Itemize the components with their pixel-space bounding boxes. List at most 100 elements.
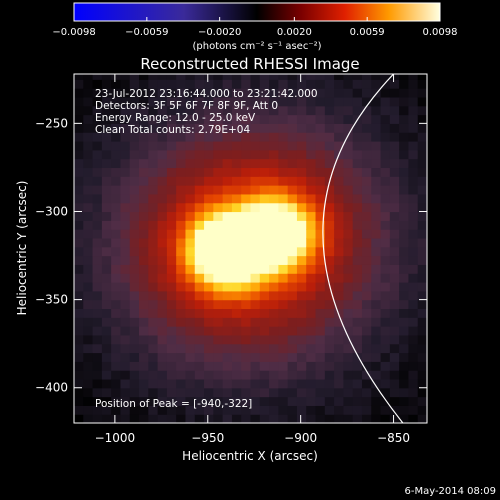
heatmap-cell	[129, 317, 140, 327]
heatmap-cell	[380, 264, 391, 274]
heatmap-cell	[278, 167, 289, 177]
heatmap-cell	[129, 281, 140, 292]
heatmap-cell	[259, 387, 270, 398]
heatmap-cell	[259, 220, 270, 230]
heatmap-cell	[417, 396, 427, 406]
heatmap-cell	[157, 281, 168, 292]
heatmap-cell	[408, 237, 419, 248]
heatmap-cell	[139, 114, 149, 124]
heatmap-cell	[166, 387, 177, 398]
heatmap-cell	[389, 387, 400, 398]
heatmap-cell	[296, 334, 307, 345]
heatmap-cell	[417, 237, 427, 248]
heatmap-cell	[157, 352, 168, 362]
heatmap-cell	[83, 229, 94, 239]
heatmap-cell	[120, 317, 131, 327]
heatmap-cell	[101, 211, 112, 221]
heatmap-cell	[166, 149, 177, 160]
heatmap-cell	[408, 79, 419, 89]
heatmap-cell	[250, 220, 261, 230]
heatmap-cell	[361, 176, 372, 186]
heatmap-cell	[166, 352, 177, 362]
heatmap-cell	[371, 370, 382, 380]
heatmap-cell	[194, 237, 205, 248]
heatmap-cell	[389, 202, 400, 213]
heatmap-cell	[380, 176, 391, 186]
heatmap-cell	[213, 326, 224, 336]
heatmap-cell	[296, 290, 307, 301]
heatmap-cell	[157, 414, 168, 423]
heatmap-cell	[129, 132, 140, 142]
heatmap-cell	[194, 281, 205, 292]
heatmap-cell	[334, 281, 344, 292]
heatmap-cell	[241, 79, 252, 89]
heatmap-cell	[250, 255, 261, 265]
heatmap-cell	[315, 308, 326, 318]
heatmap-cell	[157, 246, 168, 257]
heatmap-cell	[417, 352, 427, 362]
heatmap-cell	[287, 387, 298, 398]
heatmap-cell	[324, 361, 335, 371]
heatmap-cell	[120, 220, 131, 230]
heatmap-cell	[231, 105, 242, 116]
heatmap-cell	[222, 74, 233, 80]
heatmap-cell	[222, 352, 233, 362]
heatmap-cell	[101, 79, 112, 89]
heatmap-cell	[315, 74, 326, 80]
heatmap-cell	[324, 220, 335, 230]
info-text: 23-Jul-2012 23:16:44.000 to 23:21:42.000…	[95, 88, 318, 136]
heatmap-cell	[204, 176, 214, 186]
heatmap-cell	[148, 246, 159, 257]
heatmap-cell	[204, 167, 214, 177]
heatmap-cell	[194, 202, 205, 213]
heatmap-cell	[287, 74, 298, 80]
heatmap-cell	[139, 123, 149, 133]
heatmap-cell	[324, 158, 335, 169]
heatmap-cell	[231, 334, 242, 345]
heatmap-cell	[306, 378, 317, 389]
heatmap-cell	[399, 229, 410, 239]
heatmap-cell	[287, 79, 298, 89]
heatmap-cell	[194, 149, 205, 160]
heatmap-cell	[185, 264, 196, 274]
heatmap-cell	[408, 361, 419, 371]
heatmap-cell	[352, 140, 363, 151]
heatmap-cell	[176, 281, 187, 292]
heatmap-cell	[287, 396, 298, 406]
heatmap-cell	[259, 264, 270, 274]
heatmap-cell	[371, 149, 382, 160]
heatmap-cell	[213, 396, 224, 406]
heatmap-cell	[83, 193, 94, 204]
heatmap-cell	[296, 158, 307, 169]
heatmap-cell	[259, 176, 270, 186]
heatmap-cell	[204, 326, 214, 336]
heatmap-cell	[129, 246, 140, 257]
heatmap-cell	[380, 255, 391, 265]
heatmap-cell	[111, 299, 122, 310]
heatmap-cell	[176, 229, 187, 239]
heatmap-cell	[83, 74, 94, 80]
heatmap-cell	[120, 96, 131, 107]
heatmap-cell	[222, 255, 233, 265]
heatmap-cell	[315, 114, 326, 124]
heatmap-cell	[222, 176, 233, 186]
heatmap-cell	[417, 317, 427, 327]
heatmap-cell	[250, 167, 261, 177]
heatmap-cell	[213, 414, 224, 423]
heatmap-cell	[231, 176, 242, 186]
heatmap-cell	[306, 237, 317, 248]
heatmap-cell	[139, 193, 149, 204]
heatmap-cell	[250, 185, 261, 195]
heatmap-cell	[213, 88, 224, 98]
heatmap-cell	[83, 370, 94, 380]
heatmap-cell	[417, 387, 427, 398]
heatmap-cell	[241, 176, 252, 186]
heatmap-cell	[231, 370, 242, 380]
heatmap-cell	[129, 176, 140, 186]
heatmap-cell	[389, 237, 400, 248]
heatmap-cell	[371, 414, 382, 423]
heatmap-cell	[269, 79, 279, 89]
heatmap-cell	[241, 132, 252, 142]
heatmap-cell	[361, 96, 372, 107]
heatmap-cell	[371, 185, 382, 195]
